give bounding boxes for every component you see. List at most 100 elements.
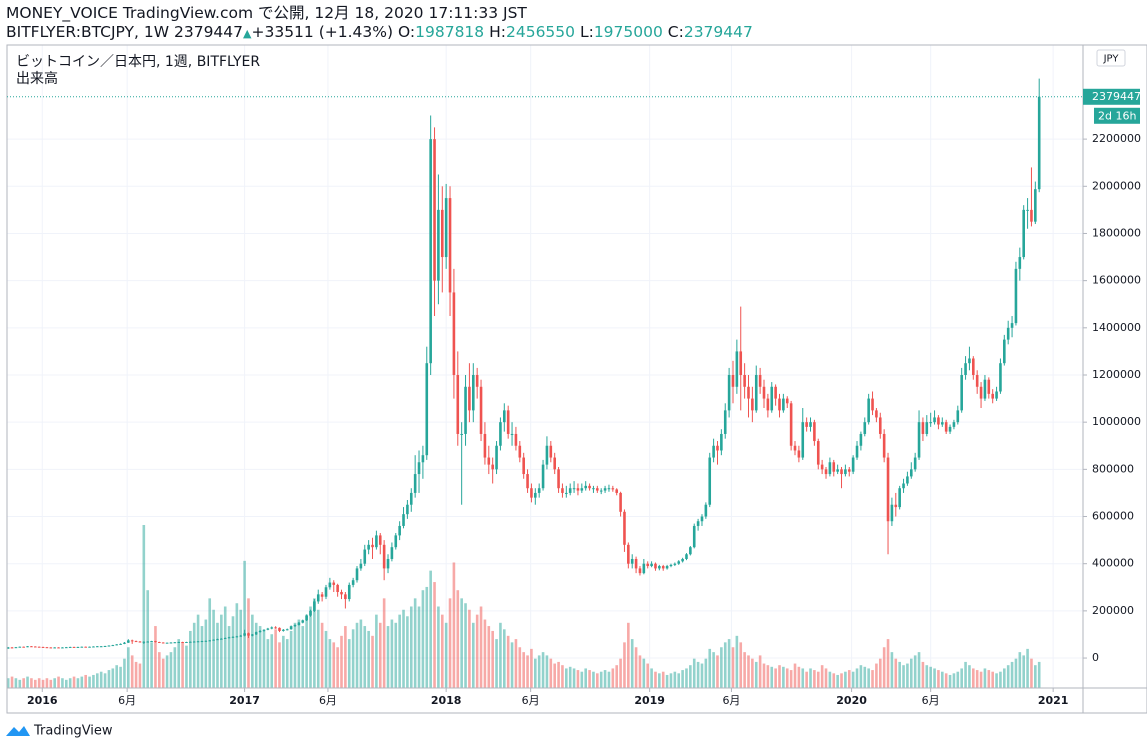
candle-body: [460, 433, 463, 435]
x-tick-label: 6月: [522, 694, 540, 707]
candle-body: [316, 594, 320, 602]
volume-bar: [890, 652, 894, 688]
currency-box[interactable]: [1096, 49, 1126, 67]
volume-bar: [475, 614, 479, 688]
brand-logo[interactable]: TradingView: [6, 724, 113, 739]
candle-body: [805, 422, 808, 427]
candle-body: [1026, 209, 1029, 211]
volume-bar: [739, 642, 743, 688]
volume-bar: [929, 666, 932, 688]
volume-bar: [266, 639, 270, 688]
candle-body: [402, 514, 405, 526]
volume-bar: [634, 647, 638, 688]
volume-bar: [696, 661, 700, 688]
candle-body: [611, 488, 615, 490]
volume-bar: [541, 652, 545, 688]
candle-body: [220, 638, 223, 640]
volume-bar: [262, 630, 266, 688]
volume-bar: [596, 673, 599, 688]
candle-body: [921, 422, 925, 434]
candle-body: [871, 398, 874, 411]
volume-bar: [840, 673, 843, 688]
candle-body: [235, 636, 239, 638]
candle-body: [561, 488, 564, 493]
candle-body: [88, 646, 91, 648]
candle-body: [347, 584, 351, 600]
candle-body: [479, 386, 483, 434]
volume-bar: [669, 673, 673, 688]
candle-body: [309, 610, 312, 616]
brand-icon: [6, 726, 30, 736]
volume-bar: [720, 647, 723, 688]
volume-bar: [41, 679, 45, 688]
volume-bar: [483, 619, 487, 688]
candle-body: [266, 628, 270, 630]
volume-bar: [960, 668, 963, 688]
volume-bar: [340, 635, 343, 688]
volume-bar: [278, 642, 281, 688]
volume-bar: [14, 678, 18, 688]
candle-body: [181, 642, 184, 644]
volume-bar: [1022, 655, 1025, 688]
volume-bar: [200, 626, 204, 688]
volume-bar: [824, 668, 828, 688]
candle-body: [452, 292, 456, 375]
candle-body: [766, 398, 770, 411]
candle-body: [1014, 268, 1018, 324]
candle-body: [22, 646, 25, 648]
candle-body: [824, 469, 828, 475]
volume-legend: 出来高: [16, 70, 58, 87]
candle-body: [847, 469, 851, 472]
candle-body: [274, 627, 277, 629]
volume-bar: [425, 586, 429, 688]
y-tick-label: 2200000: [1092, 132, 1141, 145]
volume-bar: [859, 665, 863, 688]
volume-bar: [1030, 658, 1033, 688]
volume-bar: [123, 658, 126, 688]
candle-body: [49, 647, 53, 649]
candle-body: [758, 374, 762, 387]
header: MONEY_VOICE TradingView.com で公開, 12月 18,…: [6, 4, 753, 43]
volume-bar: [727, 639, 731, 688]
volume-bar: [398, 614, 401, 688]
brand-text: TradingView: [33, 724, 113, 739]
candle-body: [495, 445, 498, 470]
x-tick-label: 2019: [634, 694, 665, 707]
candle-body: [549, 445, 553, 458]
candle-body: [115, 644, 118, 646]
candle-body: [948, 426, 952, 432]
candle-body: [987, 379, 991, 394]
candle-body: [177, 642, 181, 644]
candle-body: [6, 647, 10, 649]
candle-body: [801, 422, 805, 458]
candle-body: [150, 641, 153, 643]
volume-bar: [611, 668, 615, 688]
candle-body: [223, 637, 227, 639]
volume-bar: [751, 658, 754, 688]
candle-body: [580, 488, 584, 491]
candle-body: [875, 410, 878, 418]
candle-body: [200, 641, 204, 643]
volume-bar: [196, 614, 200, 688]
header-line1: MONEY_VOICE TradingView.com で公開, 12月 18,…: [6, 4, 527, 22]
volume-bar: [972, 668, 975, 688]
volume-bar: [18, 679, 22, 688]
volume-bar: [185, 645, 188, 688]
volume-bar: [231, 616, 235, 688]
volume-bar: [518, 647, 522, 688]
low-label: L:: [579, 23, 594, 41]
candle-body: [491, 464, 494, 470]
low-value: 1975000: [593, 23, 663, 41]
candle-body: [344, 594, 347, 600]
y-tick-label: 0: [1092, 651, 1099, 664]
candle-body: [720, 433, 723, 451]
candle-body: [107, 645, 111, 647]
volume-bar: [80, 676, 84, 688]
volume-bar: [142, 525, 146, 688]
x-tick-label: 2016: [27, 694, 58, 707]
candle-body: [565, 492, 568, 494]
candle-body: [1034, 189, 1037, 222]
candle-body: [975, 374, 979, 387]
candle-body: [142, 641, 146, 643]
volume-bar: [26, 676, 29, 688]
